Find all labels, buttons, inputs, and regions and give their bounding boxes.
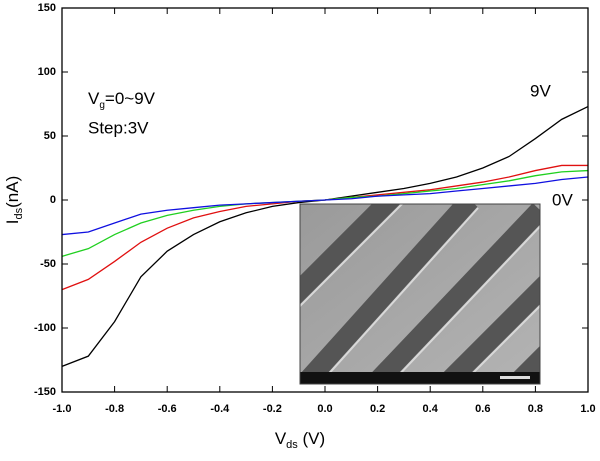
x-tick-label: 0.2 — [370, 403, 385, 415]
x-tick-label: -0.2 — [263, 403, 282, 415]
y-tick-label: -100 — [34, 322, 56, 334]
x-tick-label: 0.0 — [317, 403, 332, 415]
x-tick-label: 1.0 — [580, 403, 595, 415]
x-tick-label: -0.6 — [158, 403, 177, 415]
x-axis-label: Vds (V) — [275, 429, 325, 450]
y-tick-label: 100 — [38, 66, 56, 78]
top-curve-label: 9V — [530, 81, 551, 100]
x-tick-label: 0.6 — [475, 403, 490, 415]
y-tick-label: 50 — [44, 130, 56, 142]
sem-inset — [300, 204, 540, 384]
x-tick-label: -0.4 — [210, 403, 230, 415]
bottom-curve-label: 0V — [552, 190, 573, 209]
inset-frame — [299, 203, 541, 385]
x-tick-label: -0.8 — [105, 403, 124, 415]
step-annotation: Step:3V — [88, 118, 149, 137]
y-tick-label: 0 — [50, 194, 56, 206]
x-tick-label: -1.0 — [53, 403, 72, 415]
x-tick-label: 0.8 — [528, 403, 543, 415]
gate-annotation: Vg=0~9V — [88, 89, 156, 110]
y-tick-label: 150 — [38, 2, 56, 14]
y-tick-label: -150 — [34, 386, 56, 398]
x-tick-label: 0.4 — [423, 403, 439, 415]
y-axis-label: Ids(nA) — [3, 176, 24, 224]
series-line — [61, 176, 589, 236]
y-tick-label: -50 — [40, 258, 56, 270]
